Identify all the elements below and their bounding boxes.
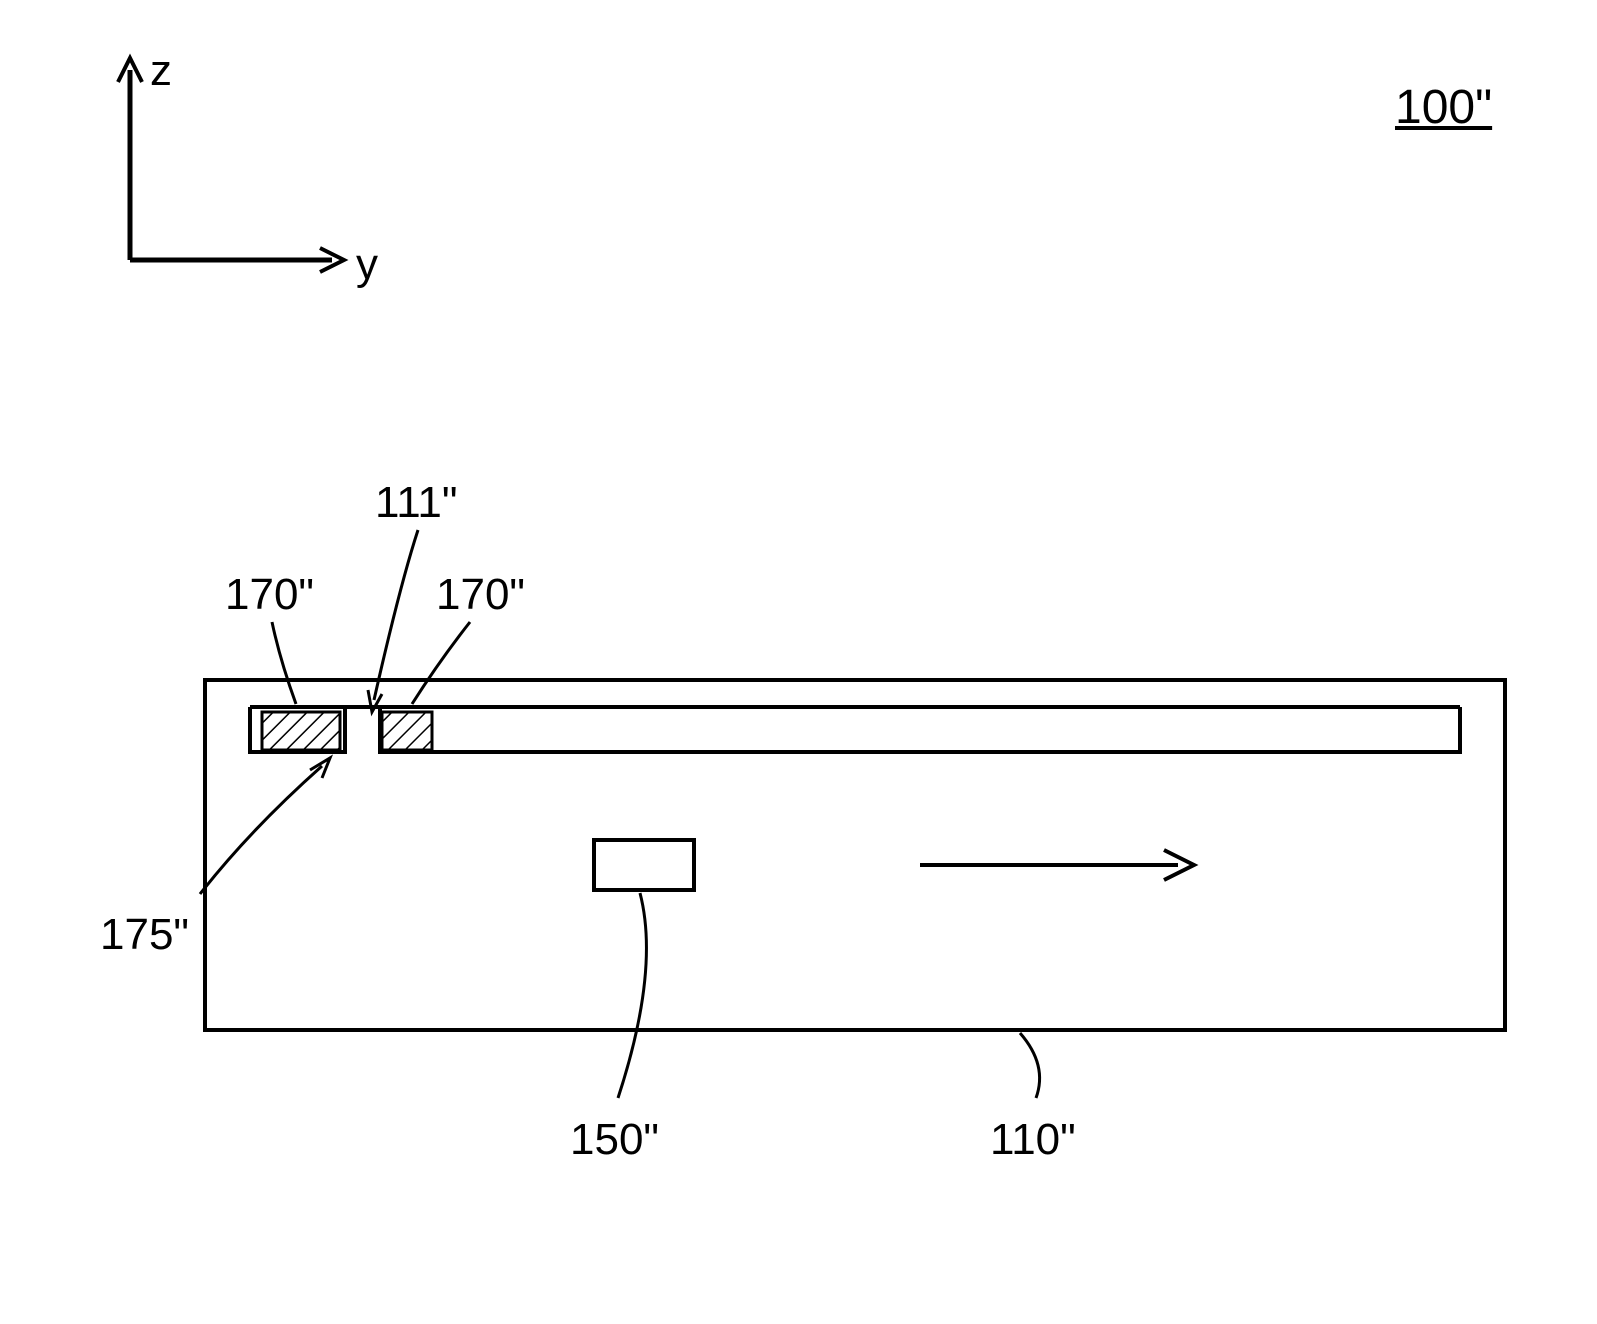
figure-label: 100" <box>1395 80 1492 135</box>
label-175: 175" <box>100 910 189 960</box>
label-150: 150" <box>570 1115 659 1165</box>
diagram-canvas <box>0 0 1597 1324</box>
leader-170-left <box>272 622 296 704</box>
label-111: 111" <box>375 478 458 528</box>
leader-150 <box>618 893 646 1098</box>
label-170-left: 170" <box>225 570 314 620</box>
leader-175 <box>200 758 330 894</box>
label-110: 110" <box>990 1115 1076 1165</box>
leader-170-right <box>412 622 470 704</box>
axis-y-label: y <box>356 240 378 290</box>
leader-111 <box>368 530 418 712</box>
flow-arrow <box>920 850 1194 880</box>
hatched-block-left <box>262 712 340 750</box>
leader-110 <box>1020 1033 1040 1098</box>
label-170-right: 170" <box>436 570 525 620</box>
small-box <box>594 840 694 890</box>
axis-z-label: z <box>150 46 172 96</box>
hatched-block-right <box>382 712 432 750</box>
